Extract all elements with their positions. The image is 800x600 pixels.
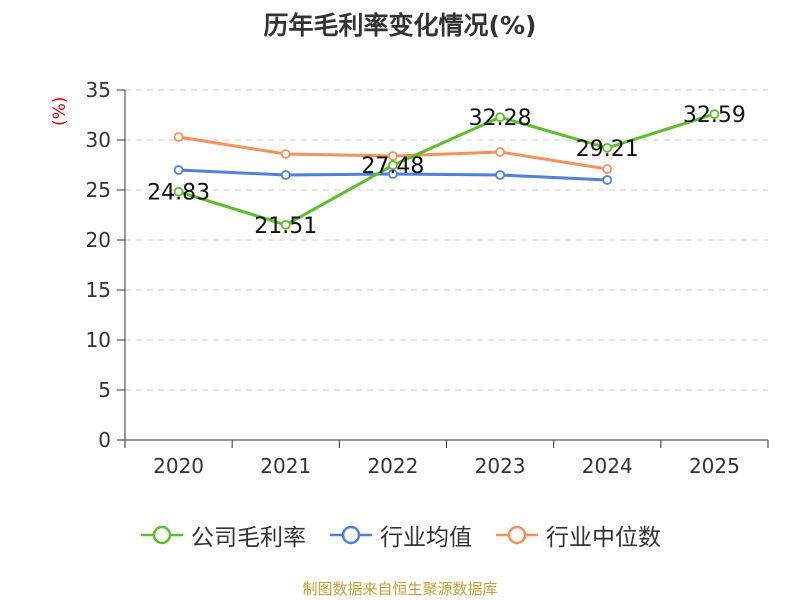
series-0-point-2023 xyxy=(495,112,505,123)
y-tick-label-0: 0 xyxy=(98,428,111,452)
series-0-point-2020 xyxy=(173,186,184,197)
legend-label-industry-mean: 行业均值 xyxy=(380,525,472,551)
legend-item-industry-mean[interactable]: 行业均值 xyxy=(328,518,472,552)
series-0-point-2024 xyxy=(602,142,613,153)
data-label-2021: 21.51 xyxy=(254,214,317,239)
series-0-point-2022 xyxy=(388,160,398,171)
data-source-note: 制图数据来自恒生聚源数据库 xyxy=(302,580,498,598)
y-tick-label-35: 35 xyxy=(86,78,111,102)
x-tick-label-2023: 2023 xyxy=(475,454,526,478)
series-1-point-2021 xyxy=(280,170,291,180)
series-1-point-2024 xyxy=(602,175,613,185)
data-label-2023: 32.28 xyxy=(469,106,532,131)
series-0-point-2021 xyxy=(280,219,291,230)
y-tick-label-25: 25 xyxy=(86,178,111,202)
legend-label-industry-median: 行业中位数 xyxy=(546,525,661,551)
data-label-2022: 27.48 xyxy=(361,154,424,179)
x-tick-label-2025: 2025 xyxy=(689,454,740,478)
series-2-point-2021 xyxy=(280,149,291,159)
legend: 公司毛利率 行业均值 行业中位数 xyxy=(0,518,800,552)
y-tick-label-20: 20 xyxy=(86,228,111,252)
series-1-point-2023 xyxy=(495,170,505,180)
series-0-point-2025 xyxy=(709,109,720,119)
series-2-point-2023 xyxy=(495,147,505,157)
series-2-point-2022 xyxy=(388,151,398,161)
y-tick-label-10: 10 xyxy=(86,328,111,352)
legend-label-company: 公司毛利率 xyxy=(191,525,306,551)
data-label-2024: 29.21 xyxy=(576,137,639,162)
x-tick-label-2024: 2024 xyxy=(582,454,633,478)
x-tick-label-2021: 2021 xyxy=(260,454,311,478)
legend-item-company[interactable]: 公司毛利率 xyxy=(139,518,306,552)
series-2-point-2020 xyxy=(173,132,184,142)
chart-title: 历年毛利率变化情况(%) xyxy=(263,11,537,40)
legend-marker-industry-mean-icon xyxy=(330,525,372,545)
x-tick-label-2022: 2022 xyxy=(367,454,418,478)
y-tick-label-5: 5 xyxy=(98,378,111,402)
legend-marker-company-icon xyxy=(141,525,183,545)
x-tick-label-2020: 2020 xyxy=(153,454,204,478)
series-line-0 xyxy=(178,112,715,227)
y-tick-label-30: 30 xyxy=(86,128,111,152)
data-label-2020: 24.83 xyxy=(147,181,210,206)
legend-marker-industry-median-icon xyxy=(496,525,538,545)
legend-item-industry-median[interactable]: 行业中位数 xyxy=(494,518,661,552)
series-1-point-2020 xyxy=(173,165,184,175)
series-2-point-2024 xyxy=(602,164,613,174)
data-label-2025: 32.59 xyxy=(683,103,746,128)
y-tick-label-15: 15 xyxy=(86,278,111,302)
